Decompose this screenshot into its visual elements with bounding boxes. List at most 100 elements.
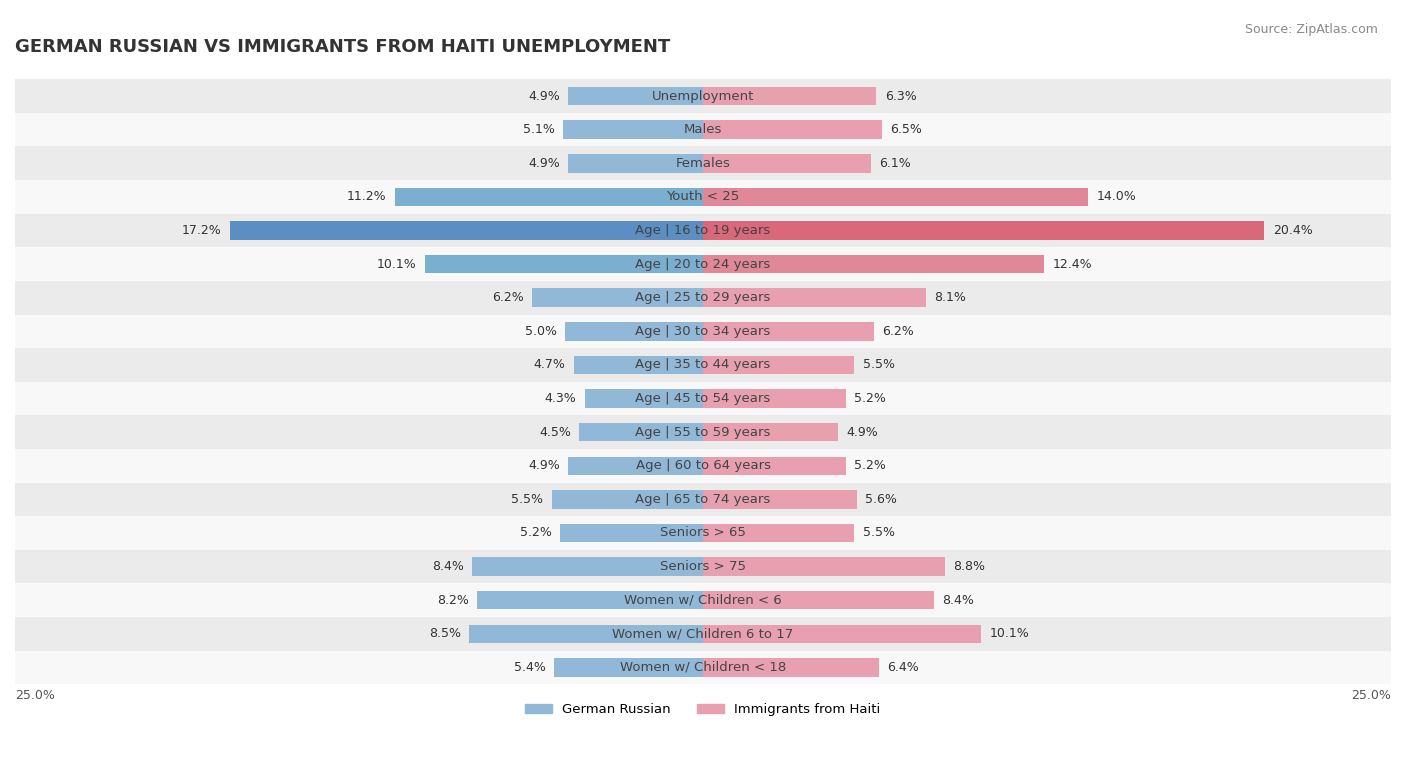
Bar bbox=[15, 213, 1391, 248]
Text: 5.0%: 5.0% bbox=[526, 325, 557, 338]
Bar bbox=[703, 490, 858, 509]
Bar bbox=[425, 255, 703, 273]
Text: 5.5%: 5.5% bbox=[863, 526, 894, 540]
Text: 8.8%: 8.8% bbox=[953, 560, 986, 573]
Text: Males: Males bbox=[683, 123, 723, 136]
Bar bbox=[551, 490, 703, 509]
Text: Women w/ Children < 6: Women w/ Children < 6 bbox=[624, 593, 782, 606]
Bar bbox=[395, 188, 703, 206]
Text: Females: Females bbox=[675, 157, 731, 170]
Text: 6.1%: 6.1% bbox=[879, 157, 911, 170]
Bar bbox=[703, 625, 981, 643]
Text: 4.5%: 4.5% bbox=[538, 425, 571, 438]
Bar bbox=[229, 221, 703, 240]
Bar bbox=[703, 658, 879, 677]
Text: 10.1%: 10.1% bbox=[377, 257, 416, 270]
Text: 17.2%: 17.2% bbox=[181, 224, 221, 237]
Bar bbox=[15, 416, 1391, 449]
Bar bbox=[15, 550, 1391, 584]
Text: Age | 30 to 34 years: Age | 30 to 34 years bbox=[636, 325, 770, 338]
Bar bbox=[568, 87, 703, 105]
Bar bbox=[703, 288, 927, 307]
Text: 8.5%: 8.5% bbox=[429, 628, 461, 640]
Bar bbox=[15, 180, 1391, 213]
Text: 5.2%: 5.2% bbox=[855, 459, 886, 472]
Bar bbox=[15, 584, 1391, 617]
Text: 8.2%: 8.2% bbox=[437, 593, 470, 606]
Text: 4.9%: 4.9% bbox=[529, 89, 560, 102]
Bar bbox=[703, 423, 838, 441]
Bar bbox=[703, 221, 1264, 240]
Bar bbox=[15, 146, 1391, 180]
Bar bbox=[703, 255, 1045, 273]
Text: 6.2%: 6.2% bbox=[492, 291, 524, 304]
Text: Unemployment: Unemployment bbox=[652, 89, 754, 102]
Text: 20.4%: 20.4% bbox=[1272, 224, 1312, 237]
Bar bbox=[15, 449, 1391, 482]
Bar bbox=[703, 389, 846, 408]
Bar bbox=[703, 87, 876, 105]
Text: Age | 55 to 59 years: Age | 55 to 59 years bbox=[636, 425, 770, 438]
Bar bbox=[15, 382, 1391, 416]
Bar bbox=[703, 188, 1088, 206]
Text: Seniors > 65: Seniors > 65 bbox=[659, 526, 747, 540]
Text: Age | 60 to 64 years: Age | 60 to 64 years bbox=[636, 459, 770, 472]
Bar bbox=[15, 650, 1391, 684]
Text: 12.4%: 12.4% bbox=[1053, 257, 1092, 270]
Bar bbox=[562, 120, 703, 139]
Text: Women w/ Children 6 to 17: Women w/ Children 6 to 17 bbox=[613, 628, 793, 640]
Text: Age | 35 to 44 years: Age | 35 to 44 years bbox=[636, 358, 770, 372]
Bar bbox=[568, 456, 703, 475]
Bar bbox=[15, 516, 1391, 550]
Bar bbox=[568, 154, 703, 173]
Bar bbox=[15, 248, 1391, 281]
Legend: German Russian, Immigrants from Haiti: German Russian, Immigrants from Haiti bbox=[520, 698, 886, 721]
Text: Age | 20 to 24 years: Age | 20 to 24 years bbox=[636, 257, 770, 270]
Text: 5.2%: 5.2% bbox=[855, 392, 886, 405]
Bar bbox=[15, 281, 1391, 314]
Text: 5.2%: 5.2% bbox=[520, 526, 551, 540]
Bar bbox=[533, 288, 703, 307]
Text: 5.5%: 5.5% bbox=[512, 493, 543, 506]
Text: 8.1%: 8.1% bbox=[934, 291, 966, 304]
Text: 25.0%: 25.0% bbox=[1351, 689, 1391, 702]
Bar bbox=[703, 557, 945, 576]
Bar bbox=[15, 482, 1391, 516]
Bar bbox=[560, 524, 703, 542]
Bar bbox=[470, 625, 703, 643]
Bar bbox=[585, 389, 703, 408]
Text: 4.3%: 4.3% bbox=[544, 392, 576, 405]
Text: Age | 45 to 54 years: Age | 45 to 54 years bbox=[636, 392, 770, 405]
Text: 5.1%: 5.1% bbox=[523, 123, 554, 136]
Text: 5.6%: 5.6% bbox=[865, 493, 897, 506]
Text: 4.9%: 4.9% bbox=[529, 459, 560, 472]
Text: 5.4%: 5.4% bbox=[515, 661, 546, 674]
Text: 10.1%: 10.1% bbox=[990, 628, 1029, 640]
Text: 5.5%: 5.5% bbox=[863, 358, 894, 372]
Text: Age | 65 to 74 years: Age | 65 to 74 years bbox=[636, 493, 770, 506]
Text: 25.0%: 25.0% bbox=[15, 689, 55, 702]
Text: Age | 16 to 19 years: Age | 16 to 19 years bbox=[636, 224, 770, 237]
Text: Seniors > 75: Seniors > 75 bbox=[659, 560, 747, 573]
Bar bbox=[15, 314, 1391, 348]
Text: 4.7%: 4.7% bbox=[533, 358, 565, 372]
Bar bbox=[565, 322, 703, 341]
Text: 6.5%: 6.5% bbox=[890, 123, 922, 136]
Bar bbox=[703, 591, 934, 609]
Bar bbox=[15, 79, 1391, 113]
Bar bbox=[703, 456, 846, 475]
Text: 8.4%: 8.4% bbox=[432, 560, 464, 573]
Text: Women w/ Children < 18: Women w/ Children < 18 bbox=[620, 661, 786, 674]
Bar bbox=[477, 591, 703, 609]
Text: 6.3%: 6.3% bbox=[884, 89, 917, 102]
Bar bbox=[15, 113, 1391, 146]
Bar bbox=[554, 658, 703, 677]
Bar bbox=[15, 617, 1391, 650]
Text: Youth < 25: Youth < 25 bbox=[666, 191, 740, 204]
Text: Age | 25 to 29 years: Age | 25 to 29 years bbox=[636, 291, 770, 304]
Bar bbox=[703, 524, 855, 542]
Text: Source: ZipAtlas.com: Source: ZipAtlas.com bbox=[1244, 23, 1378, 36]
Text: GERMAN RUSSIAN VS IMMIGRANTS FROM HAITI UNEMPLOYMENT: GERMAN RUSSIAN VS IMMIGRANTS FROM HAITI … bbox=[15, 38, 671, 56]
Bar bbox=[579, 423, 703, 441]
Bar bbox=[703, 120, 882, 139]
